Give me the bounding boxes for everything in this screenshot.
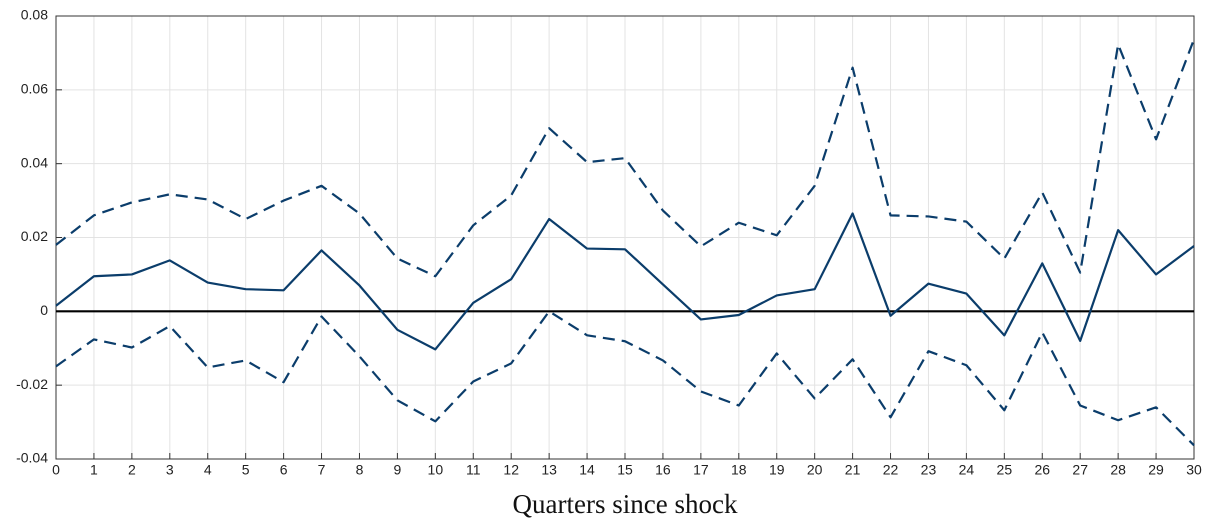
y-tick-label: 0.04 (21, 154, 48, 170)
x-tick-label: 1 (90, 462, 98, 478)
y-tick-label: -0.04 (16, 450, 48, 466)
x-tick-label: 11 (466, 462, 481, 478)
x-tick-label: 25 (997, 462, 1013, 478)
x-tick-label: 22 (883, 462, 899, 478)
x-tick-label: 9 (394, 462, 402, 478)
x-tick-label: 7 (318, 462, 326, 478)
x-tick-label: 28 (1110, 462, 1126, 478)
x-tick-label: 30 (1186, 462, 1202, 478)
x-tick-label: 15 (617, 462, 633, 478)
x-tick-label: 29 (1148, 462, 1164, 478)
x-tick-label: 3 (166, 462, 174, 478)
plot-frame (55, 15, 1195, 460)
series-line (55, 310, 1195, 447)
x-tick-label: 5 (242, 462, 250, 478)
x-tick-label: 2 (128, 462, 136, 478)
x-tick-label: 16 (655, 462, 671, 478)
x-tick-label: 27 (1072, 462, 1088, 478)
x-tick-label: 26 (1034, 462, 1050, 478)
y-tick-label: 0.08 (21, 7, 48, 23)
x-tick-label: 6 (280, 462, 288, 478)
x-tick-label: 12 (503, 462, 519, 478)
x-tick-label: 20 (807, 462, 823, 478)
x-tick-label: 23 (921, 462, 937, 478)
x-tick-label: 13 (541, 462, 557, 478)
x-axis-label: Quarters since shock (513, 489, 738, 519)
x-tick-label: 10 (428, 462, 444, 478)
x-tick-label: 19 (769, 462, 785, 478)
y-tick-label: -0.02 (16, 376, 48, 392)
x-tick-label: 21 (845, 462, 861, 478)
x-tick-label: 14 (579, 462, 595, 478)
x-tick-label: 18 (731, 462, 747, 478)
x-tick-label: 4 (204, 462, 212, 478)
x-tick-label: 0 (52, 462, 60, 478)
y-tick-label: 0 (40, 302, 48, 318)
x-tick-label: 8 (356, 462, 364, 478)
y-tick-label: 0.06 (21, 81, 48, 97)
x-tick-label: 24 (959, 462, 975, 478)
y-tick-label: 0.02 (21, 228, 48, 244)
series-line (55, 212, 1195, 351)
x-tick-label: 17 (693, 462, 709, 478)
